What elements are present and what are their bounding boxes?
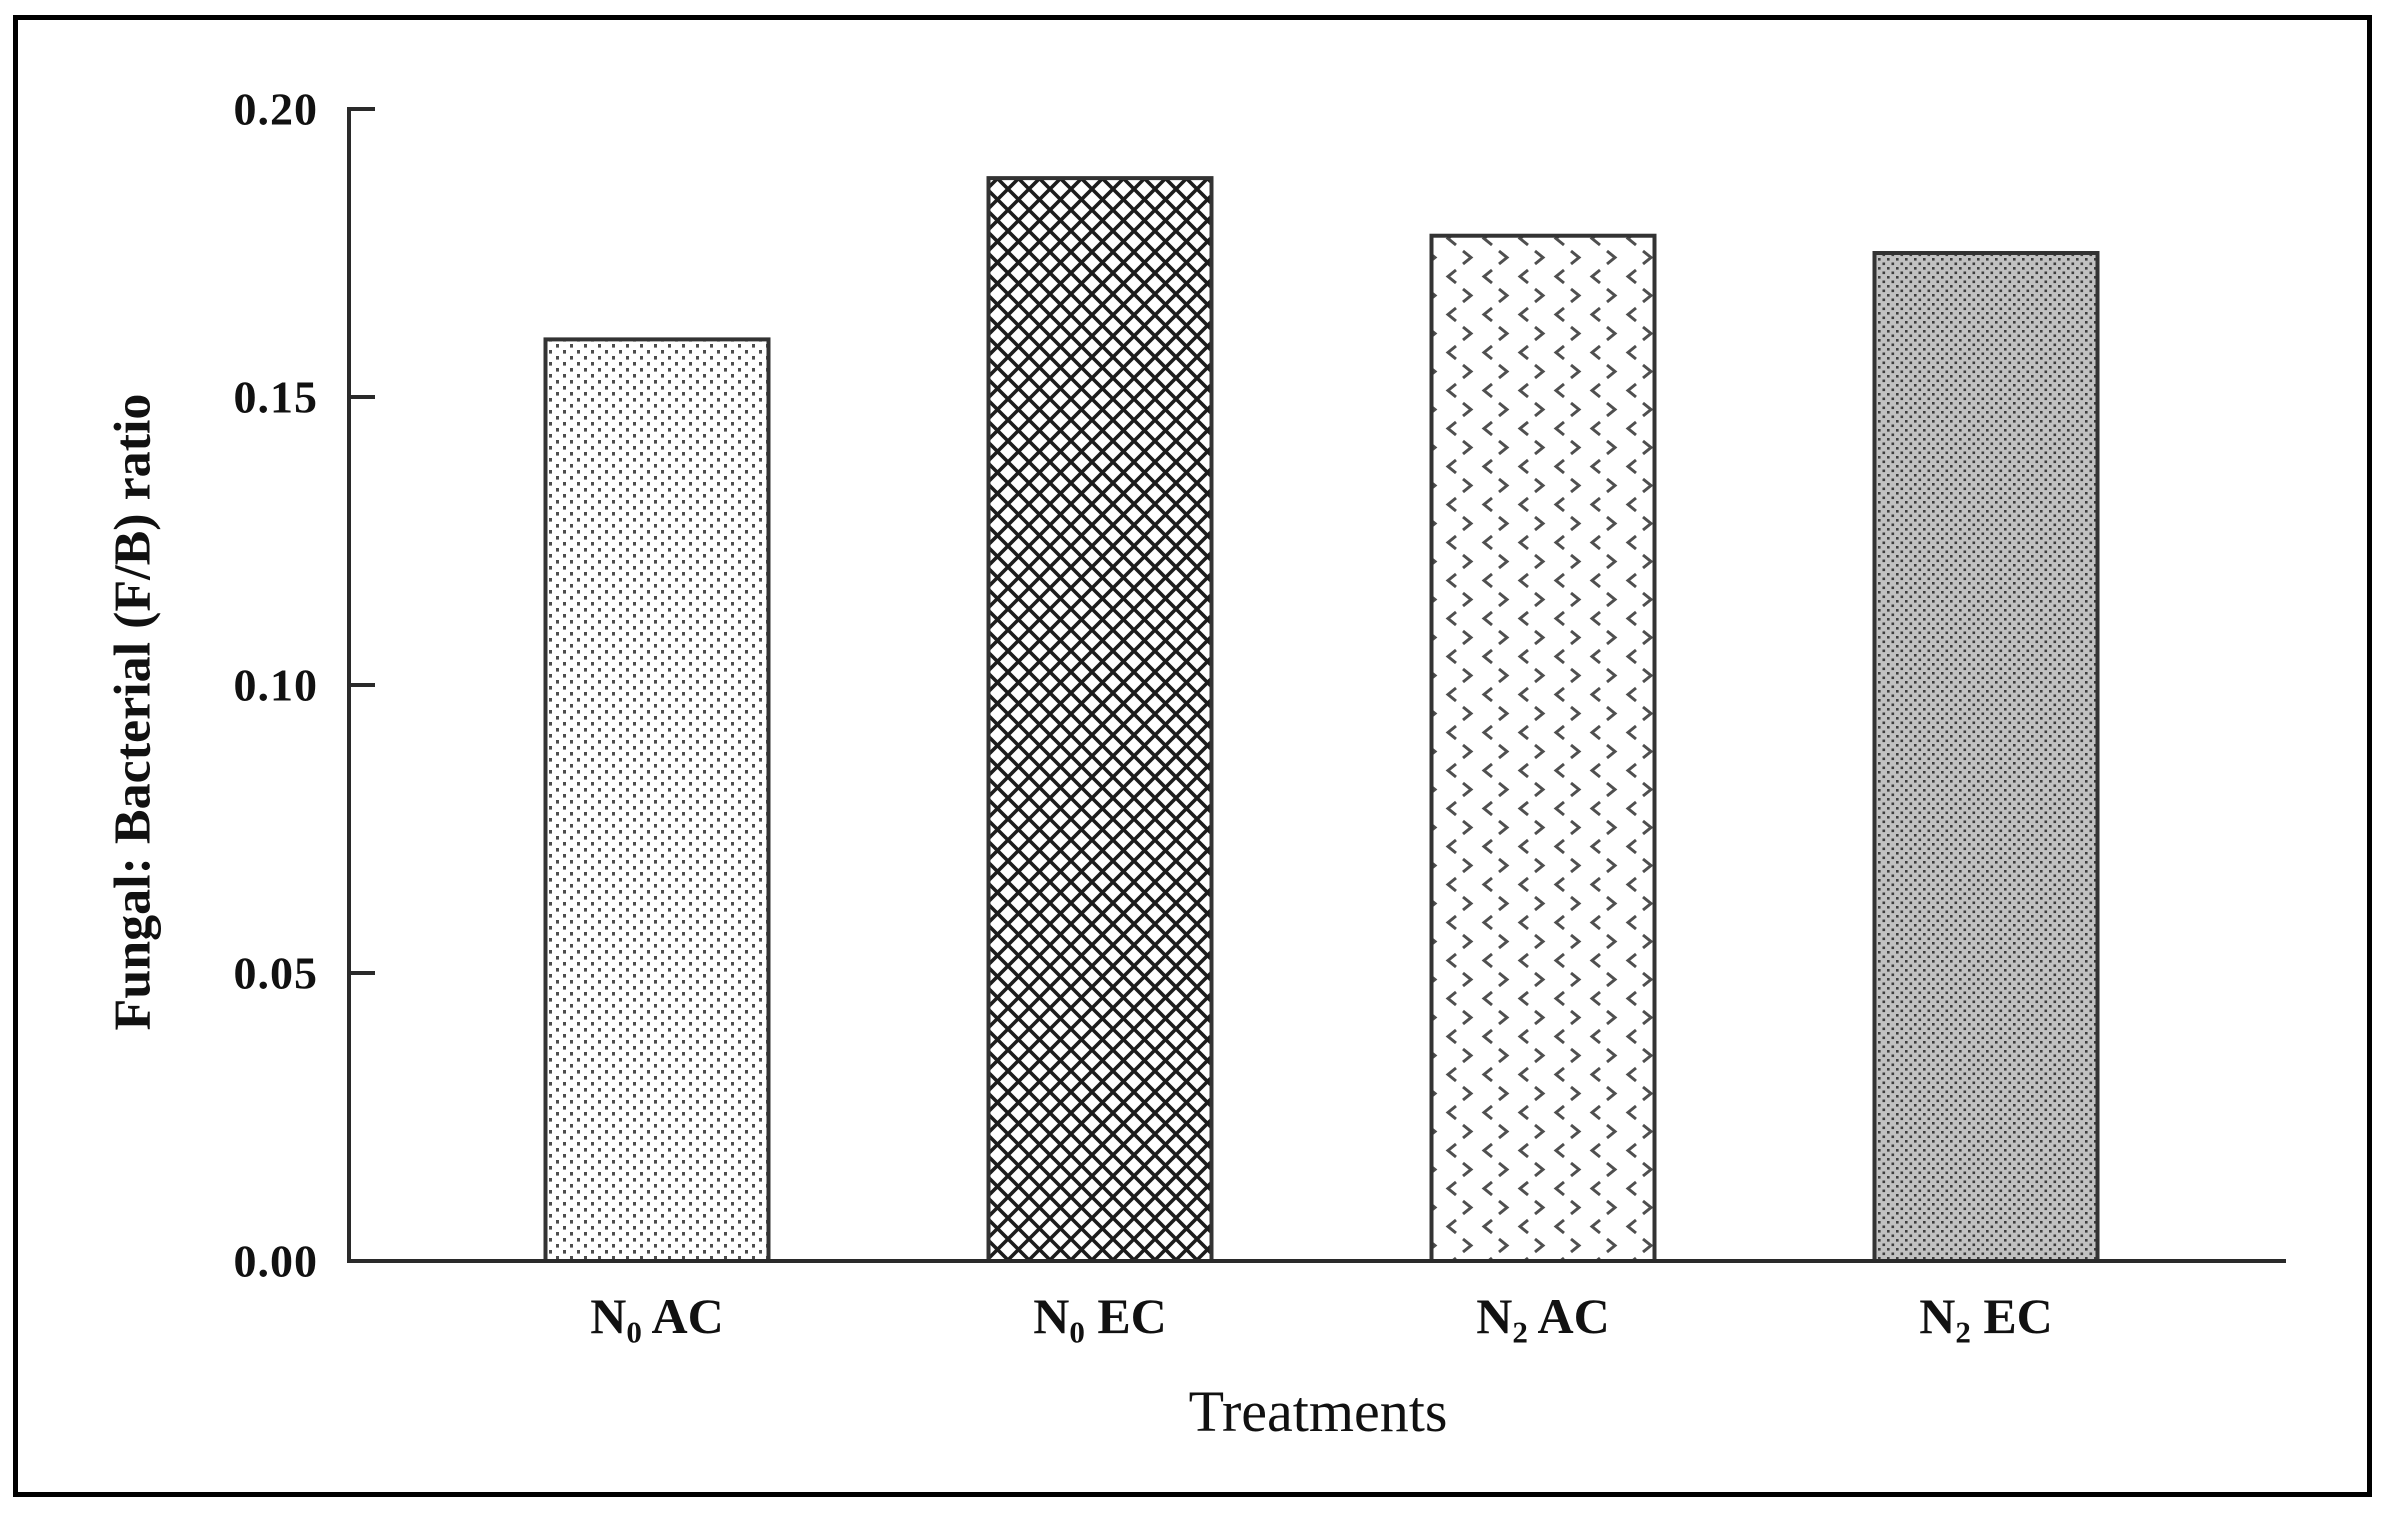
x-tick-label-part: N [1033, 1288, 1070, 1344]
bars-group [543, 176, 2100, 1264]
x-tick-label-part: EC [1084, 1288, 1167, 1344]
x-tick-label-part: EC [1970, 1288, 2053, 1344]
y-axis-title: Fungal: Bacterial (F/B) ratio [104, 393, 162, 1031]
y-tick-label: 0.00 [233, 1235, 318, 1287]
x-tick-label-part: 0 [626, 1314, 642, 1350]
y-tick-label: 0.20 [233, 83, 318, 135]
x-axis-title: Treatments [1188, 1379, 1448, 1444]
x-tick-label-part: 2 [1512, 1314, 1528, 1350]
x-tick-label-part: AC [641, 1288, 724, 1344]
bar-n2-ec [1872, 251, 2100, 1263]
x-tick-label-part: 2 [1955, 1314, 1971, 1350]
y-tick-label: 0.15 [233, 371, 318, 423]
x-tick-label-part: AC [1527, 1288, 1610, 1344]
x-tick-label: N2 AC [1476, 1287, 1610, 1347]
x-tick-label-part: N [1919, 1288, 1956, 1344]
x-tick-label-part: N [1476, 1288, 1513, 1344]
bar-n2-ac [1429, 233, 1657, 1264]
y-tick-label: 0.05 [233, 947, 318, 999]
x-tick-label-part: 0 [1069, 1314, 1085, 1350]
axes-group [347, 107, 2286, 1263]
x-tick-label: N0 AC [590, 1287, 724, 1347]
y-tick-marks [351, 107, 375, 975]
bar-n0-ac [543, 337, 771, 1263]
x-tick-label-part: N [590, 1288, 627, 1344]
y-tick-label: 0.10 [233, 659, 318, 711]
bar-n0-ec [986, 176, 1214, 1263]
x-tick-label: N0 EC [1033, 1287, 1167, 1347]
x-tick-label: N2 EC [1919, 1287, 2053, 1347]
